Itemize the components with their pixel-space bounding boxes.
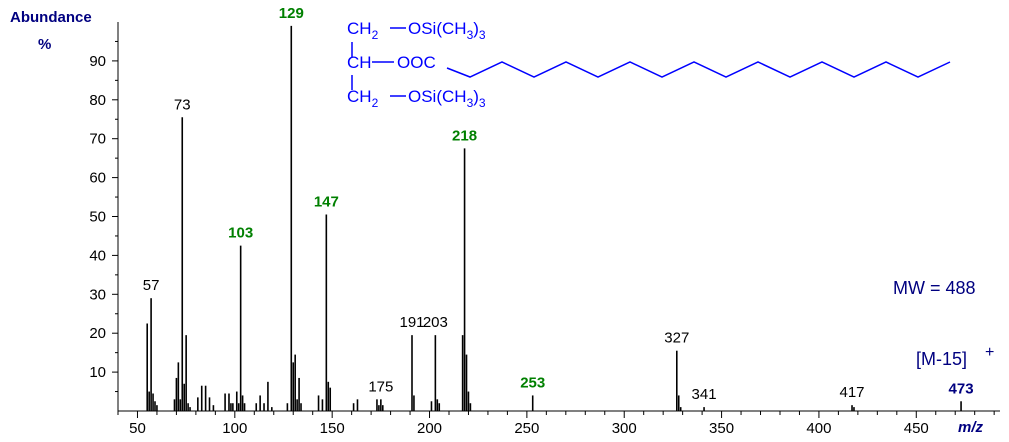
structure-bonds [351,27,951,97]
structure-text: CH [347,53,372,72]
structure-part: 3 [467,96,474,110]
structure-text: OSi(CH3)3 [408,87,486,110]
peak-label: 253 [520,374,545,391]
x-tick-label: 200 [417,420,442,437]
y-tick-label: 70 [89,131,106,148]
structure-part: OOC [397,53,436,72]
structure-text: OOC [397,53,436,72]
x-tick-label: 50 [129,420,146,437]
ion-annotation: [M-15] [916,349,967,369]
y-tick-label: 20 [89,325,106,342]
peak-label: 147 [314,194,339,211]
structure-part: OSi(CH [408,19,467,38]
y-axis-label: Abundance [10,9,92,26]
structure-part: 3 [479,28,486,42]
structure-part: 3 [467,28,474,42]
y-tick-label: 60 [89,170,106,187]
structure-part: ) [473,87,479,106]
structure-part: 2 [372,96,379,110]
structure-text: CH2 [347,87,379,110]
peak-label: 203 [423,314,448,331]
peak-label: 473 [949,380,974,397]
ion-charge: + [985,344,994,361]
structure-part: 2 [372,28,379,42]
x-tick-label: 150 [320,420,345,437]
peak-label: 191 [399,314,424,331]
peak-label: 103 [228,225,253,242]
structure-part: 3 [479,96,486,110]
alkyl-chain [446,61,951,78]
peak-label: 417 [840,384,865,401]
peak-label: 218 [452,127,477,144]
peak-label: 327 [664,330,689,347]
peak-label: 73 [174,96,191,113]
x-tick-label: 300 [612,420,637,437]
x-tick-label: 400 [806,420,831,437]
peak-label: 341 [692,386,717,403]
x-tick-label: 100 [222,420,247,437]
structure-part: ) [473,19,479,38]
structure-text: CH2 [347,19,379,42]
y-tick-label: 10 [89,364,106,381]
structure-text: OSi(CH3)3 [408,19,486,42]
y-axis-unit: % [38,36,51,53]
x-tick-label: 450 [904,420,929,437]
structure-part: OSi(CH [408,87,467,106]
y-tick-label: 80 [89,92,106,109]
peak-label: 129 [279,5,304,22]
peak-label: 175 [368,378,393,395]
peak-label: 57 [143,277,160,294]
x-tick-label: 350 [709,420,734,437]
y-tick-label: 30 [89,286,106,303]
y-tick-label: 90 [89,53,106,70]
x-axis-label: m/z [958,419,984,436]
mw-annotation: MW = 488 [893,278,976,298]
y-tick-label: 50 [89,209,106,226]
y-tick-label: 40 [89,247,106,264]
x-tick-label: 250 [514,420,539,437]
structure-part: CH [347,53,372,72]
structure-part: CH [347,87,372,106]
structure-part: CH [347,19,372,38]
